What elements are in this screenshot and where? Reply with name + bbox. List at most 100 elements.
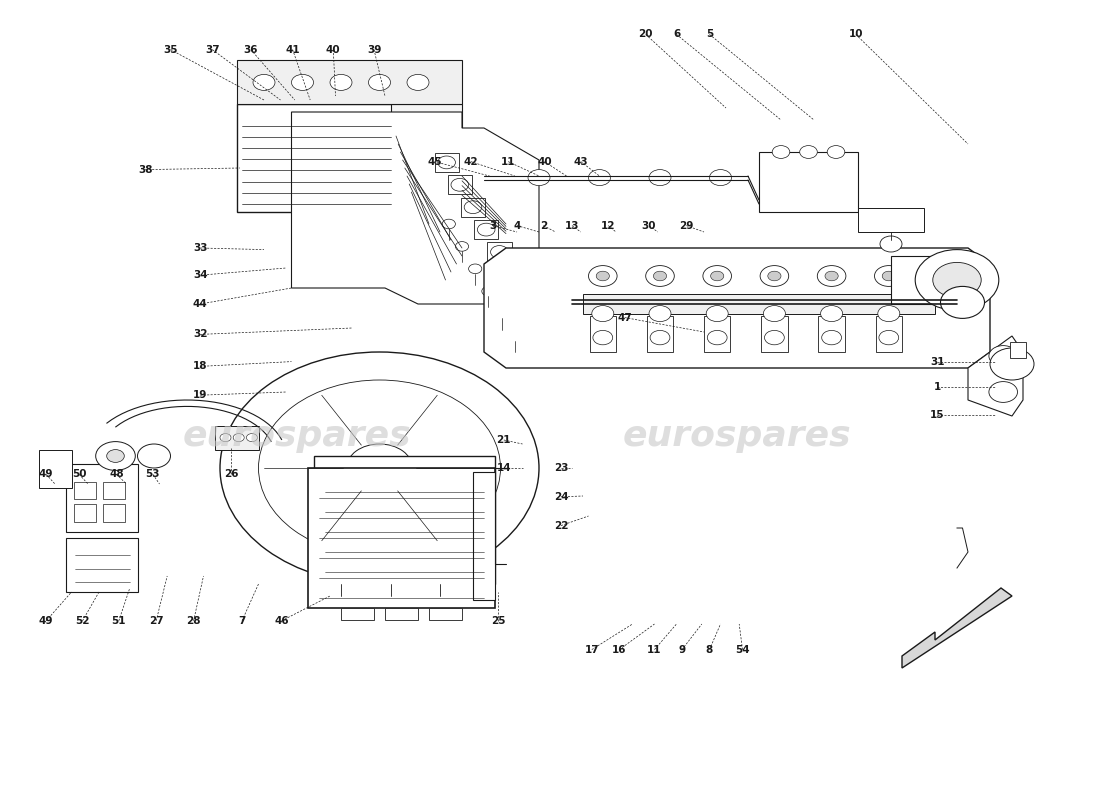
Bar [236, 104, 396, 212]
Circle shape [825, 271, 838, 281]
Circle shape [649, 306, 671, 322]
Bar [473, 472, 495, 600]
Polygon shape [292, 112, 539, 304]
Bar [385, 608, 418, 620]
Circle shape [407, 74, 429, 90]
Text: 24: 24 [553, 492, 569, 502]
Text: 28: 28 [186, 616, 201, 626]
Text: 40: 40 [326, 45, 341, 54]
Circle shape [990, 348, 1034, 380]
Circle shape [477, 223, 495, 236]
Bar [761, 316, 788, 352]
Bar [647, 316, 673, 352]
Circle shape [933, 262, 981, 298]
Bar [236, 60, 462, 104]
Polygon shape [968, 336, 1023, 416]
Circle shape [258, 380, 500, 556]
Circle shape [398, 126, 416, 138]
Circle shape [764, 330, 784, 345]
Text: eurospares: eurospares [183, 419, 411, 453]
Text: 23: 23 [553, 463, 569, 473]
Text: 4: 4 [514, 221, 520, 230]
Text: 31: 31 [930, 357, 945, 366]
Circle shape [398, 166, 416, 178]
Circle shape [800, 146, 817, 158]
Bar [448, 175, 472, 194]
Text: 43: 43 [573, 157, 588, 166]
Circle shape [253, 74, 275, 90]
Polygon shape [484, 248, 990, 368]
Text: 36: 36 [243, 45, 258, 54]
Circle shape [646, 266, 674, 286]
Bar [214, 426, 258, 450]
Bar [74, 482, 96, 499]
Text: 46: 46 [274, 616, 289, 626]
Circle shape [96, 442, 135, 470]
Bar [590, 316, 616, 352]
Bar [583, 294, 935, 314]
Bar [461, 198, 485, 217]
Text: 13: 13 [564, 221, 580, 230]
Text: 15: 15 [930, 410, 945, 420]
Circle shape [821, 306, 843, 322]
Circle shape [451, 178, 469, 191]
Circle shape [817, 266, 846, 286]
Circle shape [368, 74, 390, 90]
Bar [487, 242, 512, 262]
Circle shape [469, 264, 482, 274]
Text: 50: 50 [72, 470, 87, 479]
Circle shape [426, 166, 443, 178]
Bar [818, 316, 845, 352]
Circle shape [768, 271, 781, 281]
Text: 34: 34 [192, 270, 208, 280]
Bar [434, 153, 459, 172]
Text: 42: 42 [463, 157, 478, 166]
Bar [891, 256, 957, 304]
Circle shape [710, 170, 732, 186]
Text: 9: 9 [679, 645, 685, 654]
Circle shape [588, 266, 617, 286]
Text: 1: 1 [934, 382, 940, 392]
Bar [429, 608, 462, 620]
Circle shape [233, 434, 244, 442]
Bar [390, 104, 462, 184]
Circle shape [874, 266, 903, 286]
Circle shape [330, 74, 352, 90]
Text: 32: 32 [192, 330, 208, 339]
Text: 49: 49 [39, 470, 54, 479]
Text: 33: 33 [192, 243, 208, 253]
Circle shape [878, 306, 900, 322]
Text: 44: 44 [192, 299, 208, 309]
Circle shape [650, 330, 670, 345]
Text: 27: 27 [148, 616, 164, 626]
Text: 21: 21 [496, 435, 512, 445]
Text: 16: 16 [612, 645, 627, 654]
Bar [74, 504, 96, 522]
Text: 45: 45 [427, 157, 442, 166]
Polygon shape [902, 588, 1012, 668]
Circle shape [495, 309, 508, 318]
Circle shape [292, 74, 313, 90]
Text: 38: 38 [138, 165, 153, 174]
Text: 52: 52 [75, 616, 90, 626]
Text: 2: 2 [540, 221, 547, 230]
Circle shape [827, 146, 845, 158]
Circle shape [138, 444, 170, 468]
Text: 29: 29 [679, 221, 694, 230]
Circle shape [760, 266, 789, 286]
Bar [39, 450, 72, 488]
Bar [1010, 342, 1026, 358]
Text: 6: 6 [673, 30, 680, 39]
Circle shape [649, 170, 671, 186]
Circle shape [653, 271, 667, 281]
Circle shape [822, 330, 842, 345]
Circle shape [592, 306, 614, 322]
Bar [66, 538, 138, 592]
Circle shape [772, 146, 790, 158]
Bar [759, 152, 858, 212]
Circle shape [220, 434, 231, 442]
Circle shape [703, 266, 732, 286]
Text: 49: 49 [39, 616, 54, 626]
Circle shape [989, 346, 1018, 366]
Circle shape [346, 444, 412, 492]
